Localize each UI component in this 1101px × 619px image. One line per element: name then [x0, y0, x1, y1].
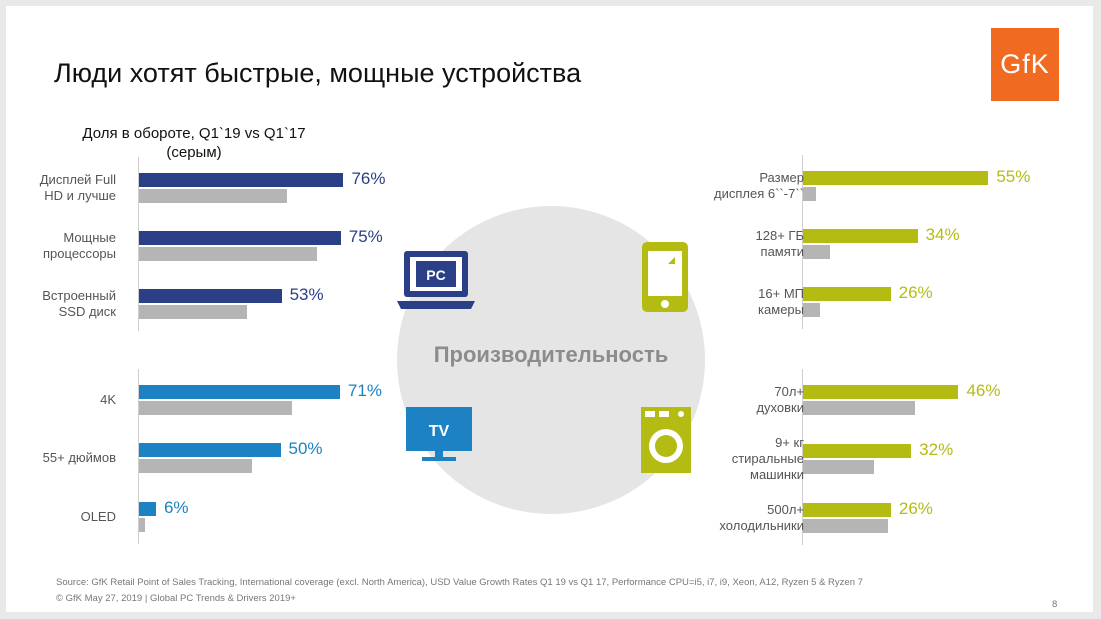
bar-current — [803, 287, 891, 301]
chart-subtitle: Доля в обороте, Q1`19 vs Q1`17 (серым) — [82, 125, 306, 161]
category-label: Встроенный SSD диск — [42, 288, 116, 319]
axis-line — [802, 155, 803, 329]
category-label: Дисплей Full HD и лучше — [39, 172, 116, 203]
tv-icon: TV — [406, 407, 472, 461]
category-label: 55+ дюймов — [42, 450, 116, 465]
bar-previous — [803, 303, 820, 317]
bar-current — [803, 385, 959, 399]
bar-previous — [803, 187, 817, 201]
bar-current — [139, 385, 340, 399]
bar-previous — [803, 401, 915, 415]
data-label: 50% — [288, 439, 323, 458]
data-label: 71% — [347, 381, 382, 400]
data-label: 46% — [966, 381, 1001, 400]
bar-current — [139, 173, 344, 187]
bar-previous — [139, 247, 317, 261]
bar-current — [803, 229, 918, 243]
bar-current — [139, 502, 156, 516]
data-label: 6% — [163, 498, 189, 517]
data-label: 53% — [289, 285, 324, 304]
category-label: Мощные процессоры — [43, 230, 116, 261]
page-number: 8 — [1052, 599, 1058, 610]
bar-previous — [139, 518, 145, 532]
data-label: 75% — [348, 227, 383, 246]
data-label: 32% — [919, 440, 954, 459]
bar-current — [803, 503, 891, 517]
axis-line — [138, 369, 139, 544]
bar-current — [803, 171, 989, 185]
laptop-icon: PC — [397, 251, 475, 309]
bar-previous — [803, 460, 874, 474]
performance-label: Производительность — [433, 342, 669, 367]
category-label: 128+ ГБ памяти — [755, 228, 804, 259]
axis-line — [802, 369, 803, 545]
bar-previous — [139, 189, 287, 203]
category-label: Размер дисплея 6``-7`` — [714, 170, 804, 201]
data-label: 55% — [996, 167, 1031, 186]
page-title: Люди хотят быстрые, мощные устройства — [54, 58, 582, 88]
pc-icon-label: PC — [426, 267, 445, 283]
washing-machine-icon — [641, 407, 691, 473]
bar-current — [139, 231, 341, 245]
bar-previous — [139, 459, 253, 473]
bar-previous — [803, 245, 830, 259]
slide: Люди хотят быстрые, мощные устройства Gf… — [6, 6, 1093, 612]
category-label: OLED — [80, 509, 116, 524]
data-label: 26% — [898, 499, 933, 518]
bar-previous — [139, 305, 247, 319]
bar-current — [139, 443, 281, 457]
tv-icon-label: TV — [429, 423, 450, 440]
bar-previous — [803, 519, 888, 533]
footer-source: Source: GfK Retail Point of Sales Tracki… — [56, 577, 863, 588]
bar-current — [139, 289, 282, 303]
category-label: 9+ кг стиральные машинки — [731, 435, 804, 482]
category-label: 4K — [100, 392, 116, 407]
data-label: 26% — [898, 283, 933, 302]
gfk-logo: GfK — [991, 28, 1059, 101]
category-label: 500л+ холодильники — [719, 502, 804, 533]
bar-current — [803, 444, 912, 458]
category-label: 16+ МП камеры — [758, 286, 804, 317]
data-label: 34% — [925, 225, 960, 244]
footer-copyright: © GfK May 27, 2019 | Global PC Trends & … — [56, 593, 296, 604]
smartphone-icon — [642, 242, 688, 312]
bar-previous — [139, 401, 292, 415]
category-label: 70л+ духовки — [756, 384, 804, 415]
data-label: 76% — [351, 169, 386, 188]
axis-line — [138, 157, 139, 331]
